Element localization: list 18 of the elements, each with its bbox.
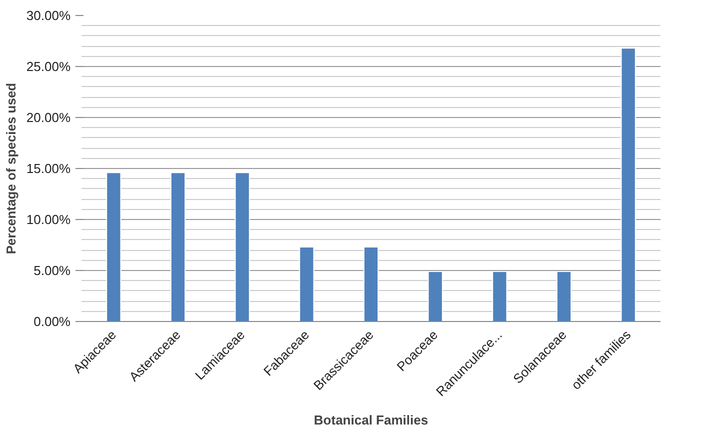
y-tick-label: 5.00% [34, 263, 71, 278]
y-tick-label: 0.00% [34, 314, 71, 329]
bar [428, 271, 443, 322]
y-tick-label: 15.00% [26, 161, 71, 176]
y-tick-label: 30.00% [26, 8, 71, 23]
bar [620, 48, 636, 322]
y-axis-title: Percentage of species used [3, 82, 18, 254]
bar [234, 172, 250, 322]
bar [556, 271, 572, 322]
bar [299, 246, 314, 322]
bar [492, 271, 508, 322]
y-tick-label: 25.00% [26, 59, 71, 74]
bar [170, 172, 186, 322]
y-tick-label: 10.00% [26, 212, 71, 227]
x-axis-title: Botanical Families [314, 412, 428, 428]
y-tick-label: 20.00% [26, 110, 71, 125]
bar [106, 172, 122, 322]
bar [363, 246, 379, 322]
